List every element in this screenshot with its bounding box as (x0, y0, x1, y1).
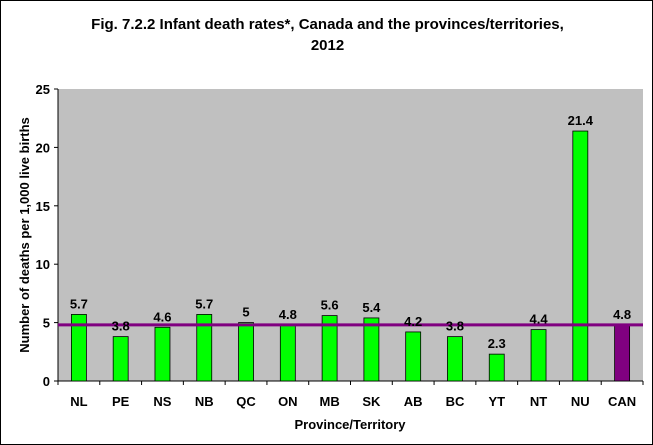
bar-nt (530, 329, 547, 382)
bar-ab (405, 331, 422, 382)
x-tick-label: BC (446, 394, 465, 409)
x-tick-label: YT (488, 394, 505, 409)
y-tick-label: 20 (36, 140, 50, 155)
x-tick-label: MB (319, 394, 339, 409)
x-tick-label: AB (404, 394, 423, 409)
y-tick-label: 10 (36, 257, 50, 272)
x-tick-label: CAN (608, 394, 636, 409)
data-label: 5.7 (195, 296, 213, 311)
bar-on (279, 324, 296, 382)
x-tick-label: PE (112, 394, 130, 409)
bar-nl (70, 314, 87, 382)
bar-mb (321, 315, 338, 382)
data-label: 4.8 (613, 307, 631, 322)
data-label: 3.8 (112, 319, 130, 334)
data-label: 21.4 (568, 113, 594, 128)
y-tick-label: 25 (36, 82, 50, 97)
bar-nu (572, 130, 589, 382)
x-tick-label: NT (530, 394, 547, 409)
data-label: 5.7 (70, 296, 88, 311)
x-tick-label: NS (153, 394, 171, 409)
data-label: 4.2 (404, 314, 422, 329)
y-tick-label: 5 (43, 316, 50, 331)
bar-sk (363, 317, 380, 382)
bar-nb (196, 314, 213, 382)
data-label: 2.3 (488, 336, 506, 351)
data-label: 4.8 (279, 307, 297, 322)
chart-title-line-2: 2012 (310, 37, 345, 54)
x-tick-label: ON (278, 394, 298, 409)
data-label: 5.6 (321, 298, 339, 313)
y-axis-title: Number of deaths per 1,000 live births (17, 117, 32, 353)
chart-title: Fig. 7.2.2 Infant death rates*, Canada a… (41, 14, 614, 56)
bar-bc (447, 336, 463, 382)
bar-pe (112, 336, 129, 382)
y-tick-label: 0 (43, 374, 50, 389)
x-tick-label: SK (362, 394, 381, 409)
y-tick-label: 15 (36, 199, 50, 214)
bar-ns (154, 326, 171, 382)
x-tick-label: NU (571, 394, 590, 409)
data-label: 3.8 (446, 319, 464, 334)
data-label: 5 (242, 305, 249, 320)
x-tick-label: NB (195, 394, 214, 409)
bar-can (614, 324, 631, 382)
x-tick-label: QC (236, 394, 256, 409)
x-tick-label: NL (70, 394, 87, 409)
bar-qc (238, 322, 254, 382)
data-label: 5.4 (362, 300, 381, 315)
data-label: 4.4 (529, 312, 548, 327)
chart-title-line-1: Fig. 7.2.2 Infant death rates*, Canada a… (91, 16, 564, 33)
data-label: 4.6 (153, 309, 171, 324)
bar-yt (488, 353, 505, 382)
x-axis-title: Province/Territory (294, 417, 406, 432)
